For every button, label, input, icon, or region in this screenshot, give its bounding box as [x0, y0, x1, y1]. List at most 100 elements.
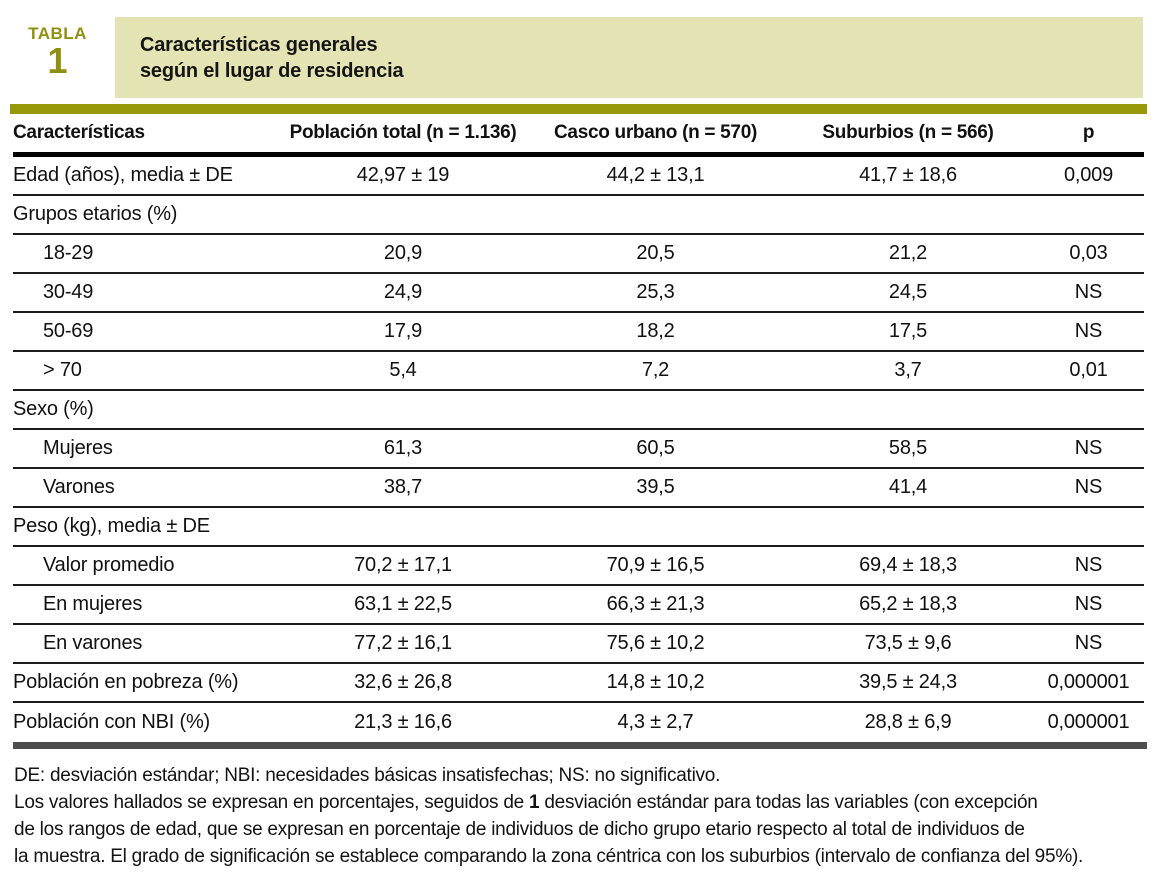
cell-suburb: 65,2 ± 18,3: [859, 593, 957, 615]
cell-total: 21,3 ± 16,6: [354, 711, 452, 733]
table-badge-word: TABLA: [28, 24, 87, 43]
table-row-varones: Varones 38,7 39,5 41,4 NS: [13, 469, 1144, 508]
table-title-box: Características generales según el lugar…: [115, 17, 1143, 98]
cell-urban: 4,3 ± 2,7: [617, 711, 694, 733]
cell-total: 63,1 ± 22,5: [354, 593, 452, 615]
table-title-line-2: según el lugar de residencia: [140, 59, 404, 82]
footnote-text-segment: Los valores hallados se expresan en porc…: [14, 792, 529, 813]
cell-total: 5,4: [389, 359, 417, 381]
data-table: Características Población total (n = 1.1…: [13, 114, 1144, 742]
cell-urban: 7,2: [641, 359, 670, 381]
table-section-row-sexo: Sexo (%): [13, 391, 1144, 430]
cell-p: 0,000001: [1047, 671, 1130, 693]
cell-p: NS: [1074, 437, 1103, 459]
cell-urban: 20,5: [636, 242, 675, 264]
cell-urban: 70,9 ± 16,5: [606, 554, 705, 576]
cell-urban: 60,5: [636, 437, 675, 459]
cell-p: NS: [1074, 281, 1103, 303]
table-badge-number: 1: [47, 40, 68, 81]
cell-label: Población en pobreza (%): [13, 671, 239, 693]
cell-section-label: Grupos etarios (%): [13, 203, 178, 225]
cell-suburb: 73,5 ± 9,6: [864, 632, 952, 654]
table-row-valor-promedio: Valor promedio 70,2 ± 17,1 70,9 ± 16,5 6…: [13, 547, 1144, 586]
footnote-abbreviations: DE: desviación estándar; NBI: necesidade…: [14, 765, 721, 786]
cell-suburb: 41,4: [888, 476, 928, 498]
table-number-badge: TABLA 1: [0, 17, 115, 98]
cell-p: NS: [1074, 476, 1103, 498]
cell-p: 0,009: [1063, 164, 1114, 186]
accent-rule: [10, 104, 1147, 114]
cell-suburb: 17,5: [888, 320, 928, 342]
cell-label: Población con NBI (%): [13, 711, 211, 733]
footnote-bold-one: 1: [528, 792, 540, 813]
cell-urban: 44,2 ± 13,1: [606, 164, 705, 186]
cell-urban: 25,3: [636, 281, 675, 303]
table-section-row-peso: Peso (kg), media ± DE: [13, 508, 1144, 547]
cell-p: NS: [1074, 593, 1103, 615]
cell-total: 70,2 ± 17,1: [354, 554, 452, 576]
table-row-en-varones: En varones 77,2 ± 16,1 75,6 ± 10,2 73,5 …: [13, 625, 1144, 664]
cell-total: 38,7: [383, 476, 423, 498]
cell-total: 32,6 ± 26,8: [354, 671, 452, 693]
cell-p: NS: [1074, 320, 1103, 342]
table-title-line-1: Características generales: [140, 33, 378, 56]
cell-p: 0,03: [1069, 242, 1108, 264]
column-header-row: Características Población total (n = 1.1…: [13, 114, 1144, 157]
column-header-suburbios: Suburbios (n = 566): [822, 122, 994, 143]
cell-label: En varones: [43, 632, 143, 654]
cell-urban: 66,3 ± 21,3: [606, 593, 705, 615]
cell-suburb: 3,7: [894, 359, 922, 381]
cell-suburb: 21,2: [888, 242, 928, 264]
cell-label: > 70: [43, 359, 82, 381]
table-bottom-rule: [13, 742, 1147, 749]
cell-label: 30-49: [43, 281, 94, 303]
cell-urban: 75,6 ± 10,2: [606, 632, 705, 654]
table-row-en-mujeres: En mujeres 63,1 ± 22,5 66,3 ± 21,3 65,2 …: [13, 586, 1144, 625]
cell-label: Mujeres: [43, 437, 113, 459]
cell-label: Varones: [43, 476, 115, 498]
footnote-note-line-3: la muestra. El grado de significación se…: [14, 846, 1084, 867]
table-row-mayor-70: > 70 5,4 7,2 3,7 0,01: [13, 352, 1144, 391]
cell-p: 0,01: [1069, 359, 1108, 381]
table-row-edad: Edad (años), media ± DE 42,97 ± 19 44,2 …: [13, 157, 1144, 196]
cell-urban: 18,2: [636, 320, 675, 342]
cell-total: 61,3: [383, 437, 423, 459]
table-row-mujeres: Mujeres 61,3 60,5 58,5 NS: [13, 430, 1144, 469]
cell-total: 17,9: [383, 320, 423, 342]
cell-suburb: 41,7 ± 18,6: [859, 164, 957, 186]
table-section-row-grupos-etarios: Grupos etarios (%): [13, 196, 1144, 235]
cell-label: Edad (años), media ± DE: [13, 164, 233, 186]
cell-section-label: Peso (kg), media ± DE: [13, 515, 210, 537]
cell-suburb: 69,4 ± 18,3: [859, 554, 957, 576]
cell-p: NS: [1074, 554, 1103, 576]
cell-suburb: 28,8 ± 6,9: [864, 711, 952, 733]
table-row-50-69: 50-69 17,9 18,2 17,5 NS: [13, 313, 1144, 352]
table-row-18-29: 18-29 20,9 20,5 21,2 0,03: [13, 235, 1144, 274]
cell-label: 18-29: [43, 242, 94, 264]
footnote-note-line-2: de los rangos de edad, que se expresan e…: [14, 819, 1025, 840]
table-footnotes: DE: desviación estándar; NBI: necesidade…: [14, 762, 1158, 870]
column-header-casco-urbano: Casco urbano (n = 570): [554, 122, 757, 143]
cell-total: 20,9: [383, 242, 423, 264]
cell-total: 77,2 ± 16,1: [354, 632, 452, 654]
cell-label: 50-69: [43, 320, 94, 342]
footnote-note-line-1: Los valores hallados se expresan en porc…: [14, 789, 1158, 816]
footnote-text-segment: desviación estándar para todas las varia…: [539, 792, 1038, 813]
table-row-poblacion-pobreza: Población en pobreza (%) 32,6 ± 26,8 14,…: [13, 664, 1144, 703]
cell-label: En mujeres: [43, 593, 143, 615]
cell-urban: 14,8 ± 10,2: [606, 671, 705, 693]
cell-total: 42,97 ± 19: [356, 164, 450, 186]
cell-p: NS: [1074, 632, 1103, 654]
cell-label: Valor promedio: [43, 554, 175, 576]
column-header-caracteristicas: Características: [13, 122, 145, 143]
table-row-poblacion-nbi: Población con NBI (%) 21,3 ± 16,6 4,3 ± …: [13, 703, 1144, 742]
cell-section-label: Sexo (%): [13, 398, 94, 420]
table-masthead: TABLA 1 Características generales según …: [0, 0, 1158, 98]
cell-urban: 39,5: [636, 476, 675, 498]
cell-suburb: 39,5 ± 24,3: [859, 671, 957, 693]
column-header-poblacion-total: Población total (n = 1.136): [289, 122, 517, 143]
cell-suburb: 24,5: [888, 281, 928, 303]
table-row-30-49: 30-49 24,9 25,3 24,5 NS: [13, 274, 1144, 313]
cell-p: 0,000001: [1047, 711, 1130, 733]
